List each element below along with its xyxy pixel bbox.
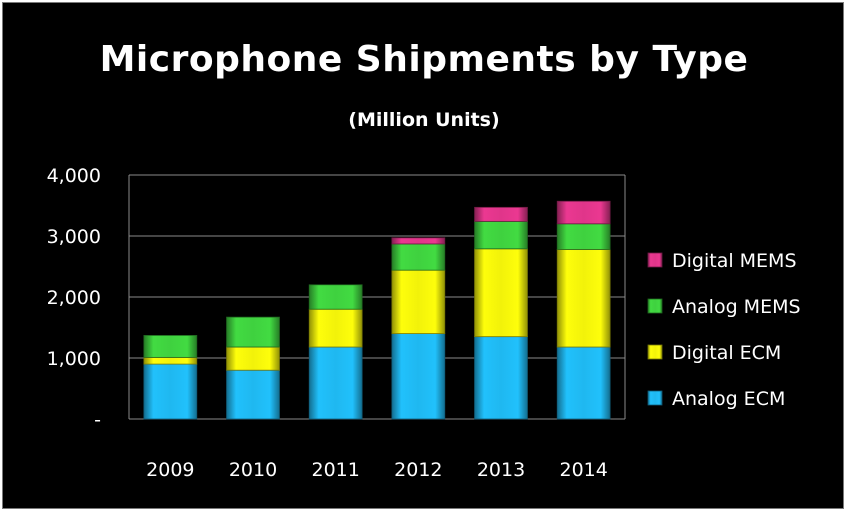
bar-segment-analog-ecm [308,346,363,420]
x-tick-label: 2009 [146,459,194,481]
x-tick-label: 2010 [229,459,277,481]
bar-segment-analog-ecm [226,369,280,420]
y-tick-label: 4,000 [47,165,101,187]
bar-segment-digital-ecm [143,356,198,365]
x-tick-label: 2012 [394,459,442,481]
bar-segment-digital-mems [391,237,446,245]
x-tick-label: 2013 [477,459,525,481]
legend-label: Analog ECM [672,388,785,410]
bar-segment-analog-ecm [474,336,528,420]
y-tick-label: 3,000 [47,226,101,248]
bar-segment-digital-ecm [391,269,446,335]
legend-swatch [647,344,663,360]
stacked-bar-chart: - 1,000 2,000 3,000 4,000 2009 2010 2011 2012 201… [47,165,801,481]
bar-segment-analog-ecm [143,363,198,420]
legend-swatch [647,390,663,406]
bar-segment-analog-mems [474,220,528,250]
chart-subtitle: (Million Units) [348,109,500,131]
y-tick-label: - [94,409,101,431]
bar-segment-digital-ecm [556,249,611,348]
x-tick-label: 2014 [559,459,607,481]
bar-segment-analog-mems [226,316,280,348]
bar-segment-digital-ecm [308,308,363,348]
bar-segment-analog-ecm [391,333,446,420]
chart-title: Microphone Shipments by Type [99,39,749,80]
bar-segment-digital-ecm [474,248,528,338]
legend-label: Analog MEMS [672,296,801,318]
bar-segment-analog-mems [143,335,198,358]
legend-swatch [647,252,663,268]
bar-segment-analog-mems [391,243,446,271]
chart-frame: Microphone Shipments by Type (Million Un… [2,2,844,509]
y-tick-label: 1,000 [47,348,101,370]
bar-segment-digital-mems [556,200,611,225]
legend-swatch [647,298,663,314]
bar-segment-digital-ecm [226,346,280,371]
legend-label: Digital ECM [672,342,781,364]
legend-label: Digital MEMS [672,250,797,272]
y-tick-label: 2,000 [47,287,101,309]
bar-segment-digital-mems [474,206,528,222]
bar-segment-analog-ecm [556,346,611,420]
x-tick-label: 2011 [311,459,359,481]
bar-segment-analog-mems [556,223,611,250]
bar-segment-analog-mems [308,284,363,310]
